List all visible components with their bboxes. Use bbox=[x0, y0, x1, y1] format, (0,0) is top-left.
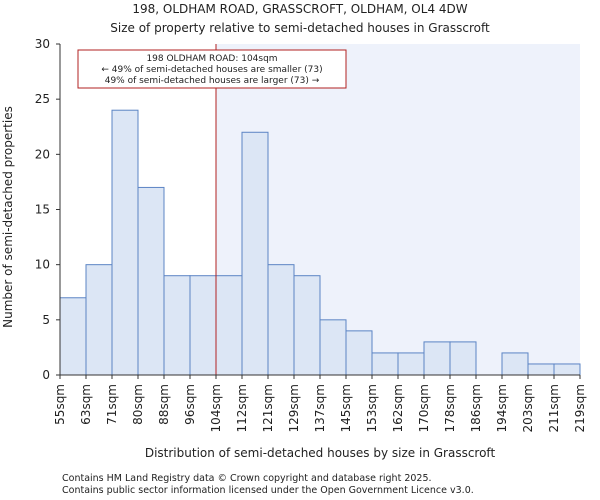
bar-71sqm bbox=[111, 109, 139, 376]
y-axis-label: Number of semi-detached properties bbox=[1, 106, 15, 328]
bar-96sqm bbox=[189, 275, 217, 376]
y-tick-label: 25 bbox=[35, 92, 50, 106]
bar-80sqm bbox=[137, 186, 165, 376]
x-tick-label: 186sqm bbox=[469, 384, 483, 432]
annotation-line-1: 198 OLDHAM ROAD: 104sqm bbox=[146, 54, 277, 64]
x-axis-label: Distribution of semi-detached houses by … bbox=[145, 446, 496, 460]
x-tick-label: 137sqm bbox=[313, 384, 327, 432]
x-tick-label: 178sqm bbox=[443, 384, 457, 432]
y-tick-label: 10 bbox=[35, 258, 50, 272]
x-tick-label: 211sqm bbox=[547, 384, 561, 432]
bar-145sqm bbox=[345, 330, 373, 376]
bar-88sqm bbox=[163, 275, 191, 376]
y-tick-label: 15 bbox=[35, 203, 50, 217]
bar-121sqm bbox=[267, 264, 295, 376]
x-tick-label: 63sqm bbox=[79, 384, 93, 425]
bar-153sqm bbox=[371, 352, 399, 376]
chart-subtitle: Size of property relative to semi-detach… bbox=[110, 21, 490, 35]
x-tick-label: 104sqm bbox=[209, 384, 223, 432]
bar-137sqm bbox=[319, 319, 347, 376]
bars-group bbox=[59, 109, 581, 376]
bar-63sqm bbox=[85, 264, 113, 376]
x-tick-label: 96sqm bbox=[183, 384, 197, 425]
footer-line-1: Contains HM Land Registry data © Crown c… bbox=[62, 473, 432, 484]
bar-170sqm bbox=[423, 341, 451, 376]
x-tick-label: 55sqm bbox=[53, 384, 67, 425]
annotation-line-3: 49% of semi-detached houses are larger (… bbox=[105, 76, 320, 86]
y-tick-label: 20 bbox=[35, 147, 50, 161]
x-tick-label: 145sqm bbox=[339, 384, 353, 432]
x-tick-label: 162sqm bbox=[391, 384, 405, 432]
bar-129sqm bbox=[293, 275, 321, 376]
x-ticks-group: 55sqm 63sqm 71sqm 80sqm 88sqm 96sqm 104sqm 112s… bbox=[53, 375, 587, 432]
annotation-frame bbox=[77, 49, 347, 89]
y-ticks-group: 0 5 10 15 20 25 30 bbox=[35, 37, 60, 382]
x-tick-label: 153sqm bbox=[365, 384, 379, 432]
annotation-box: 198 OLDHAM ROAD: 104sqm ← 49% of semi-de… bbox=[77, 49, 347, 89]
bar-55sqm bbox=[59, 297, 87, 376]
footer-line-2: Contains public sector information licen… bbox=[62, 485, 474, 496]
bar-211sqm bbox=[553, 363, 581, 376]
x-tick-label: 121sqm bbox=[261, 384, 275, 432]
x-tick-label: 129sqm bbox=[287, 384, 301, 432]
bar-203sqm bbox=[527, 363, 555, 376]
x-tick-label: 71sqm bbox=[105, 384, 119, 425]
x-tick-label: 194sqm bbox=[495, 384, 509, 432]
bar-194sqm bbox=[501, 352, 529, 376]
annotation-line-2: ← 49% of semi-detached houses are smalle… bbox=[101, 65, 322, 75]
bar-112sqm bbox=[241, 131, 269, 376]
x-tick-label: 80sqm bbox=[131, 384, 145, 425]
x-tick-label: 88sqm bbox=[157, 384, 171, 425]
x-tick-label: 219sqm bbox=[573, 384, 587, 432]
x-tick-label: 112sqm bbox=[235, 384, 249, 432]
bar-104sqm bbox=[215, 275, 243, 376]
chart-title: 198, OLDHAM ROAD, GRASSCROFT, OLDHAM, OL… bbox=[132, 2, 467, 16]
y-tick-label: 0 bbox=[42, 368, 50, 382]
bar-162sqm bbox=[397, 352, 425, 376]
x-tick-label: 170sqm bbox=[417, 384, 431, 432]
y-tick-label: 30 bbox=[35, 37, 50, 51]
y-tick-label: 5 bbox=[42, 313, 50, 327]
x-tick-label: 203sqm bbox=[521, 384, 535, 432]
bar-178sqm bbox=[449, 341, 477, 376]
